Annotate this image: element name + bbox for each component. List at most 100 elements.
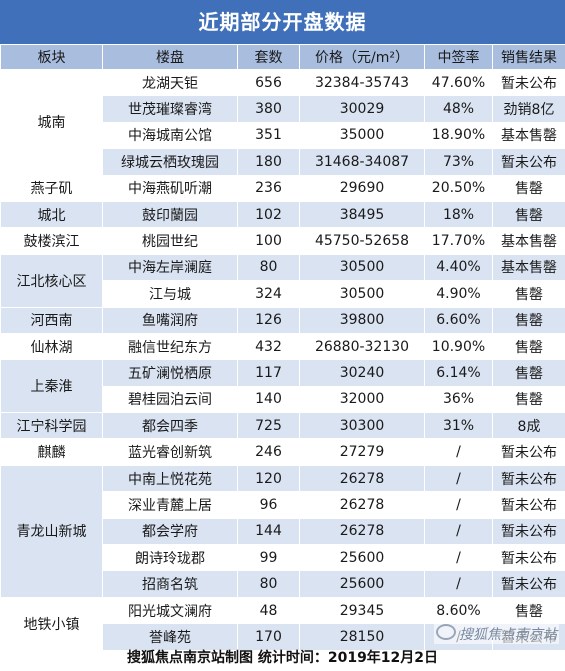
units-cell: 140 [237,385,300,414]
units-cell: 96 [237,491,300,519]
table-row: 城南 龙湖天钜 656 32384-35743 47.60% 暂未公布 [0,68,565,176]
block-cell: 城南 [0,69,103,176]
project-cell: 江与城 [102,280,238,308]
project-cell: 朗诗玲珑郡 [102,544,238,572]
header-project: 楼盘 [102,44,238,70]
project-cell: 阳光城文澜府 [102,596,238,625]
project-cell: 鱼嘴润府 [102,306,238,334]
result-cell: 售罄 [492,332,565,361]
units-cell: 725 [237,412,300,440]
table-row: 燕子矶 中海燕矶听潮 236 29690 20.50% 售罄 [0,174,565,202]
rate-cell: / [424,438,493,466]
units-cell: 100 [237,227,300,255]
project-cell: 桃园世纪 [102,227,238,255]
project-cell: 绿城云栖玫瑰园 [102,148,238,176]
project-cell: 深业青麓上居 [102,491,238,519]
table-row: 仙林湖 融信世纪东方 432 26880-32130 10.90% 售罄 [0,332,565,361]
data-table: 板块 楼盘 套数 价格（元/m²） 中签率 销售结果 城南 龙湖天钜 656 3238… [0,44,565,651]
project-cell: 誉峰苑 [102,623,238,651]
table-row: 江北核心区 中海左岸澜庭 80 30500 4.40% 基本售罄 [0,253,565,308]
price-cell: 27279 [299,438,425,466]
table-row: 上秦淮 五矿澜悦栖原 117 30240 6.14% 售罄 [0,359,565,414]
units-cell: 432 [237,332,300,361]
result-cell: 暂未公布 [492,438,565,466]
price-cell: 25600 [299,570,425,598]
project-cell: 中南上悦花苑 [102,464,238,493]
table-row: 江宁科学园 都会四季 725 30300 31% 8成 [0,412,565,440]
result-cell: 基本售罄 [492,253,565,282]
result-cell: 售罄 [492,359,565,387]
units-cell: 380 [237,95,300,123]
rate-cell: 8.60% [424,596,493,625]
price-cell: 31468-34087 [299,148,425,176]
block-cell: 江北核心区 [0,253,103,308]
units-cell: 351 [237,121,300,150]
price-cell: 35000 [299,121,425,150]
block-cell: 青龙山新城 [0,464,103,598]
header-row: 板块 楼盘 套数 价格（元/m²） 中签率 销售结果 [0,44,565,70]
rate-cell: / [424,517,493,546]
table-row: 都会学府 144 26278/暂未公布 [1,517,565,546]
table-row: 河西南 鱼嘴润府 126 39800 6.60% 售罄 [0,306,565,334]
price-cell: 26880-32130 [299,332,425,361]
price-cell: 32384-35743 [299,68,425,97]
units-cell: 126 [237,306,300,334]
project-cell: 五矿澜悦栖原 [102,359,238,387]
rate-cell: 18.90% [424,121,493,150]
watermark-text: 搜狐焦点南京站 [459,627,557,643]
result-cell: 售罄 [492,385,565,414]
result-cell: 暂未公布 [492,491,565,519]
result-cell: 售罄 [492,596,565,625]
project-cell: 都会学府 [102,517,238,546]
project-cell: 碧桂园泊云间 [102,385,238,414]
project-cell: 招商名筑 [102,570,238,598]
block-cell: 上秦淮 [0,359,103,414]
price-cell: 26278 [299,491,425,519]
table-row: 绿城云栖玫瑰园 180 31468-34087 73% 暂未公布 [1,148,565,176]
table-row: 地铁小镇 阳光城文澜府 48 29345 8.60% 售罄 [0,596,565,651]
header-price: 价格（元/m²） [299,44,425,70]
result-cell: 暂未公布 [492,544,565,572]
table-row: 碧桂园泊云间 140 32000 36% 售罄 [1,385,565,414]
block-cell: 江宁科学园 [0,412,103,440]
units-cell: 144 [237,517,300,546]
rate-cell: 18% [424,200,493,229]
result-cell: 基本售罄 [492,227,565,255]
price-cell: 32000 [299,385,425,414]
watermark: 搜狐焦点南京站 [434,624,559,644]
block-cell: 城北 [0,200,103,229]
result-cell: 劲销8亿 [492,95,565,123]
rate-cell: 6.14% [424,359,493,387]
price-cell: 30240 [299,359,425,387]
result-cell: 暂未公布 [492,464,565,493]
units-cell: 246 [237,438,300,466]
project-cell: 蓝光睿创新筑 [102,438,238,466]
wechat-icon [436,624,456,640]
footer-note: 搜狐焦点南京站制图 统计时间：2019年12月2日 [126,650,439,666]
block-cell: 仙林湖 [0,332,103,361]
price-cell: 29690 [299,174,425,202]
rate-cell: 31% [424,412,493,440]
table-row: 江与城 324 30500 4.90% 售罄 [1,280,565,308]
rate-cell: 48% [424,95,493,123]
price-cell: 30029 [299,95,425,123]
project-cell: 中海左岸澜庭 [102,253,238,282]
price-cell: 25600 [299,544,425,572]
units-cell: 80 [237,570,300,598]
rate-cell: / [424,570,493,598]
result-cell: 暂未公布 [492,570,565,598]
result-cell: 暂未公布 [492,148,565,176]
rate-cell: 17.70% [424,227,493,255]
table-row: 青龙山新城 中南上悦花苑 120 26278/暂未公布 [0,464,565,598]
price-cell: 30500 [299,253,425,282]
price-cell: 26278 [299,464,425,493]
table-row: 城北 鼓印蘭园 102 38495 18% 售罄 [0,200,565,229]
price-cell: 28150 [299,623,425,651]
project-cell: 融信世纪东方 [102,332,238,361]
table-row: 世茂璀璨睿湾 380 30029 48% 劲销8亿 [1,95,565,123]
result-cell: 售罄 [492,306,565,334]
project-cell: 世茂璀璨睿湾 [102,95,238,123]
result-cell: 8成 [492,412,565,440]
header-block: 板块 [0,44,103,70]
rate-cell: 73% [424,148,493,176]
